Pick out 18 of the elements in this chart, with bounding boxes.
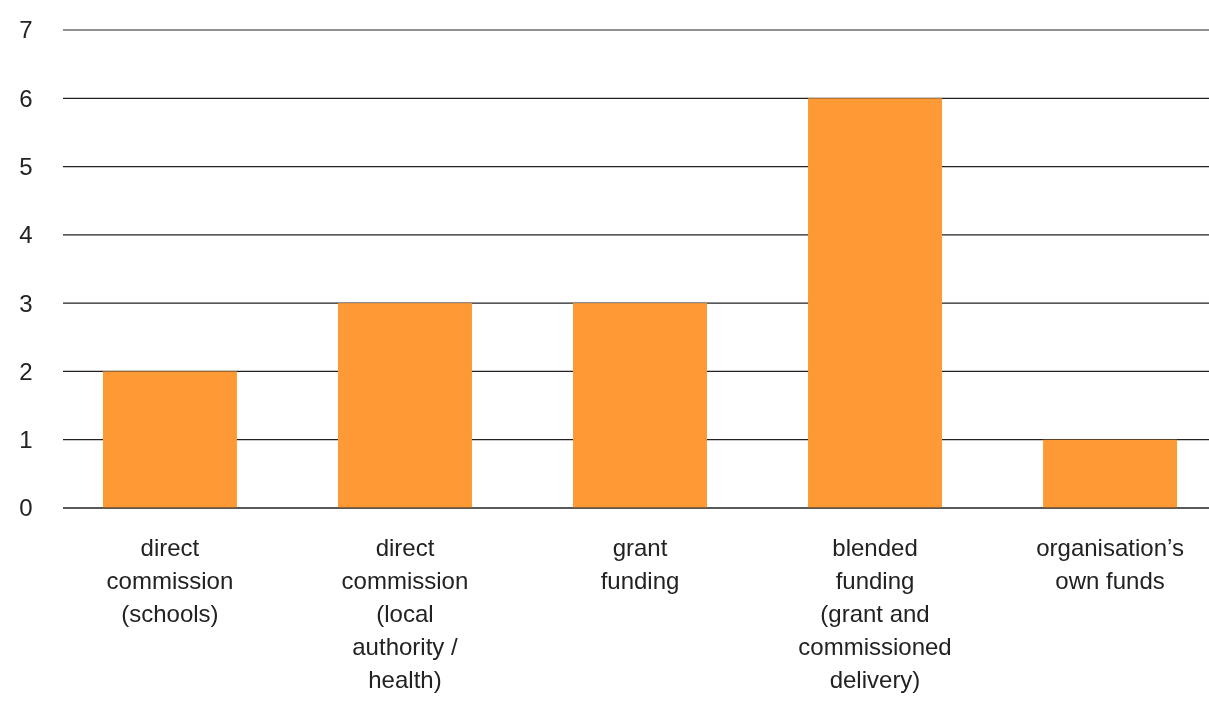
x-tick-label: organisation’s own funds xyxy=(1036,534,1184,594)
bar xyxy=(808,98,943,508)
bar xyxy=(573,303,707,508)
bar xyxy=(337,303,472,508)
y-tick-label: 0 xyxy=(19,494,33,522)
y-tick-label: 1 xyxy=(19,426,33,454)
x-tick-label: direct commission (local authority / health) xyxy=(341,534,469,693)
y-tick-label: 7 xyxy=(19,16,33,44)
x-tick-label: grant funding xyxy=(600,534,680,594)
y-tick-label: 5 xyxy=(19,152,33,180)
x-tick-label: blended funding (grant and commissioned delivery) xyxy=(798,534,952,693)
x-tick-label: direct commission (schools) xyxy=(106,534,234,627)
y-tick-label: 4 xyxy=(19,221,33,249)
y-tick-label: 2 xyxy=(19,357,33,385)
bar xyxy=(102,371,237,508)
y-tick-label: 3 xyxy=(19,289,33,317)
y-tick-label: 6 xyxy=(19,84,33,112)
bar xyxy=(1043,439,1178,508)
